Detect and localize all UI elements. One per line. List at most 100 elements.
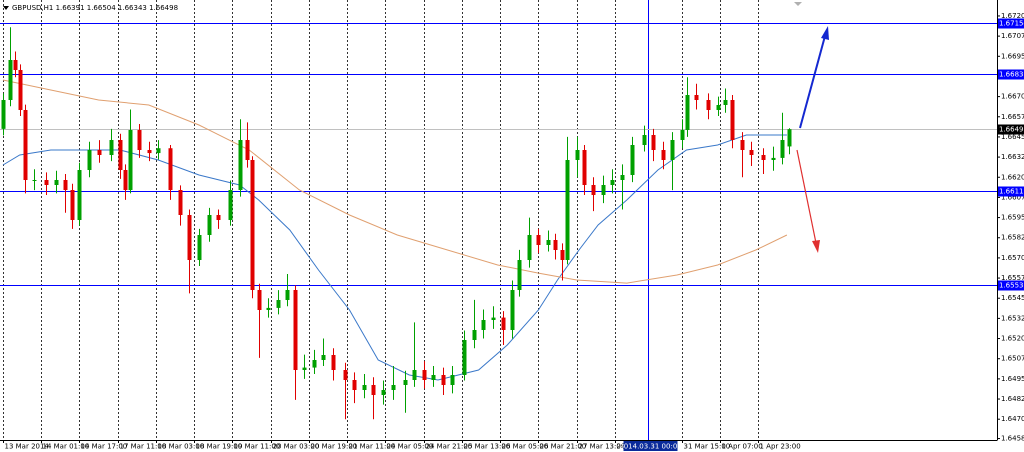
candle-body: [178, 190, 183, 215]
y-tick-label: 1.66075: [1001, 193, 1024, 201]
candle-body: [257, 290, 262, 310]
level-label: 1.66115: [999, 188, 1024, 196]
candle-body: [661, 150, 666, 160]
level-label-box: [997, 18, 1024, 29]
cursor-label: 2014.03.31 00:00: [619, 443, 681, 451]
y-tick-label: 1.64700: [1001, 415, 1024, 423]
candle-body: [510, 290, 515, 330]
menu-triangle: [3, 6, 9, 10]
x-tick-label: 20 Mar 03:00: [273, 443, 320, 451]
candle-body: [343, 370, 348, 380]
candle-body: [63, 180, 68, 190]
y-tick-label: 1.66450: [1001, 133, 1024, 141]
current-price-label: 1.66498: [999, 126, 1024, 134]
y-tick-label: 1.65700: [1001, 254, 1024, 262]
x-tick-label: 21 Mar 11:00: [349, 443, 396, 451]
candle-body: [362, 385, 367, 390]
x-tick-label: 19 Mar 11:00: [234, 443, 281, 451]
y-tick-label: 1.65825: [1001, 234, 1024, 242]
candle-body: [403, 380, 408, 385]
y-tick-label: 1.66700: [1001, 93, 1024, 101]
candle-body: [391, 385, 396, 390]
x-tick-label: 13 Mar 2014: [5, 443, 50, 451]
candle-body: [716, 105, 721, 110]
y-tick-label: 1.65200: [1001, 335, 1024, 343]
moving-average: [2, 79, 788, 284]
candle-body: [771, 157, 776, 160]
candle-body: [610, 180, 615, 185]
candle-body: [285, 290, 290, 300]
candle-body: [352, 380, 357, 390]
y-tick-label: 1.64580: [1001, 435, 1024, 443]
candle-body: [302, 367, 307, 370]
x-tick-label: 31 Mar 15:00: [684, 443, 731, 451]
y-tick-label: 1.65575: [1001, 274, 1024, 282]
candle-body: [44, 180, 49, 185]
candle-body: [216, 215, 221, 220]
down-arrowhead: [812, 240, 820, 253]
candle-body: [694, 95, 699, 100]
candle-body: [780, 140, 785, 158]
candle-body: [517, 260, 522, 290]
candle-body: [501, 317, 506, 330]
y-tick-label: 1.65075: [1001, 355, 1024, 363]
candle-body: [77, 170, 82, 220]
level-label: 1.67154: [999, 20, 1024, 28]
shift-marker: [794, 2, 802, 6]
candle-body: [54, 180, 59, 185]
candle-body: [422, 370, 427, 380]
candle-body: [706, 100, 711, 110]
candle-body: [601, 185, 606, 195]
moving-average: [2, 134, 787, 381]
x-tick-label: 25 Mar 13:00: [464, 443, 511, 451]
x-tick-label: 20 Mar 19:00: [311, 443, 358, 451]
candle-body: [450, 375, 455, 385]
candle-body: [670, 140, 675, 160]
candle-body: [1, 100, 6, 129]
candle-body: [553, 240, 558, 250]
candle-body: [312, 360, 317, 368]
down-arrow: [796, 149, 817, 244]
candle-body: [207, 215, 212, 235]
candle-body: [381, 390, 386, 395]
current-price-box: [997, 124, 1024, 135]
candle-body: [276, 300, 281, 308]
candle-body: [620, 175, 625, 180]
candle-body: [266, 307, 271, 310]
candle-body: [591, 185, 596, 195]
level-label: 1.66838: [999, 71, 1024, 79]
candle-body: [491, 317, 496, 320]
y-tick-label: 1.67200: [1001, 12, 1024, 20]
candle-body: [546, 240, 551, 245]
candle-body: [250, 160, 255, 290]
candle-body: [651, 135, 656, 150]
candle-body: [582, 150, 587, 185]
candle-body: [630, 145, 635, 175]
y-tick-label: 1.67075: [1001, 32, 1024, 40]
y-tick-label: 1.64825: [1001, 395, 1024, 403]
candle-body: [147, 150, 152, 154]
chart-title: GBPUSD,H1 1.66391 1.66504 1.66343 1.6649…: [12, 4, 178, 12]
candle-body: [730, 100, 735, 140]
candle-body: [787, 129, 792, 147]
candle-body: [197, 235, 202, 260]
up-arrowhead: [821, 26, 829, 40]
x-tick-label: 14 Mar 01:00: [43, 443, 90, 451]
x-tick-label: 27 Mar 13:00: [579, 443, 626, 451]
candle-body: [431, 375, 436, 380]
axis-layer: 1.67200 1.67075 1.66950 1.66700 1.66575 1.664…: [3, 12, 1024, 451]
x-tick-label: 26 Mar 05:00: [502, 443, 549, 451]
candle-body: [412, 370, 417, 380]
candle-body: [560, 250, 565, 260]
candle-body: [245, 140, 250, 160]
candle-body: [761, 155, 766, 160]
candle-body: [293, 290, 298, 370]
candle-body: [128, 130, 133, 190]
up-arrow: [799, 35, 826, 129]
y-tick-label: 1.65450: [1001, 294, 1024, 302]
candle-body: [18, 70, 23, 110]
candle-body: [13, 60, 18, 70]
